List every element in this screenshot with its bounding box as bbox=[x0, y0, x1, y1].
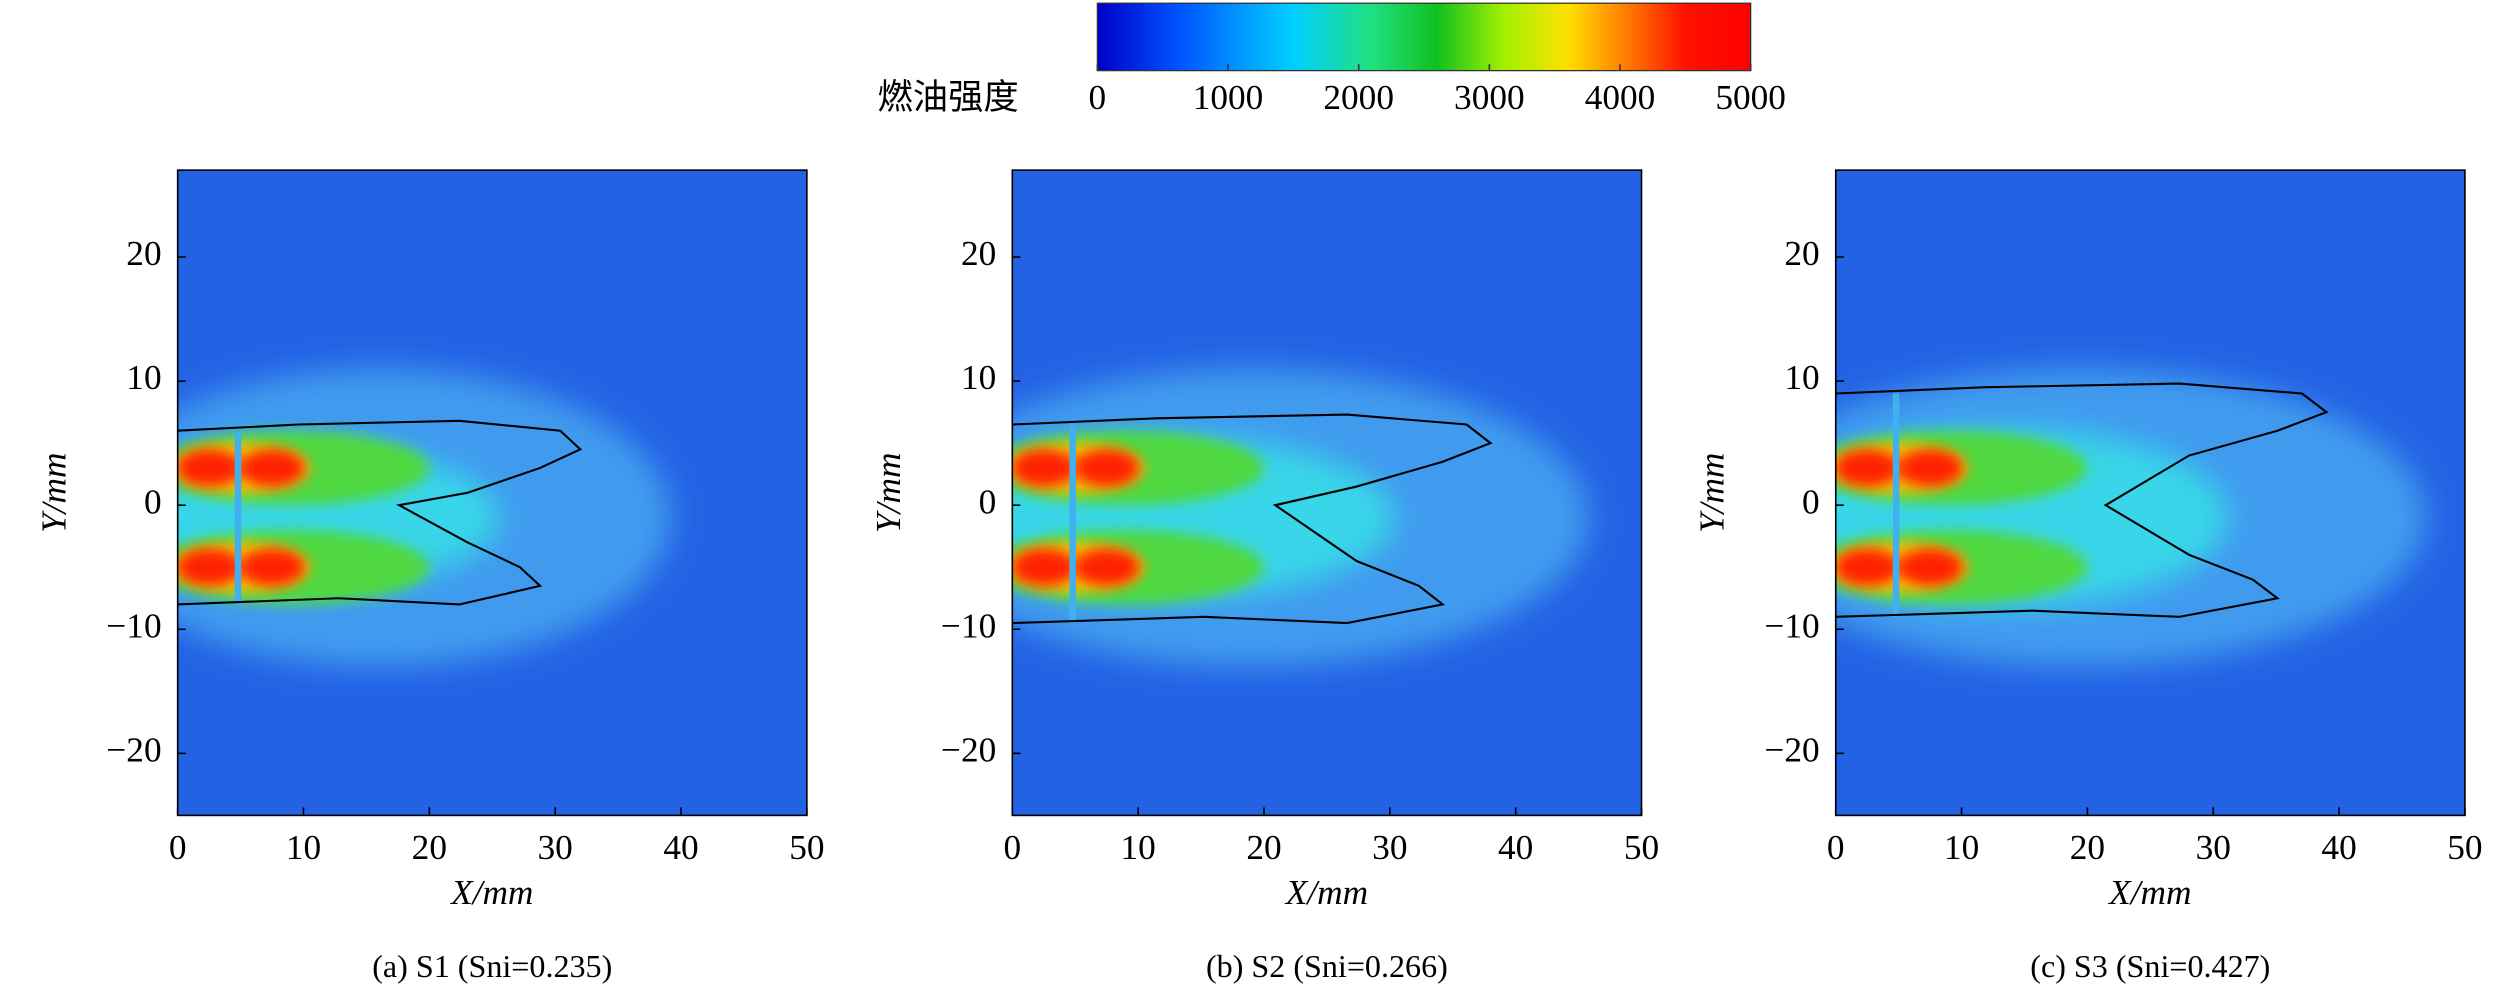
plot-frame bbox=[1834, 169, 2466, 817]
x-axis-label: X/mm bbox=[449, 873, 533, 912]
caption: (c) S3 (Sni=0.427) bbox=[2030, 948, 2270, 984]
field-red bbox=[1897, 548, 1963, 586]
colorbar bbox=[1096, 2, 1752, 72]
field-red bbox=[1835, 449, 1900, 487]
x-tick-label: 30 bbox=[1372, 828, 1407, 867]
plot-frame bbox=[1011, 169, 1643, 817]
field-red bbox=[177, 548, 242, 586]
colorbar-tick-label: 5000 bbox=[1715, 78, 1786, 117]
x-tick-label: 0 bbox=[1003, 828, 1021, 867]
x-tick-label: 40 bbox=[663, 828, 698, 867]
x-tick-label: 20 bbox=[1246, 828, 1281, 867]
y-tick-label: 10 bbox=[126, 358, 161, 397]
contour bbox=[1835, 382, 2329, 618]
colorbar-tick-label: 0 bbox=[1089, 78, 1107, 117]
x-tick-label: 10 bbox=[286, 828, 321, 867]
y-tick-label: −20 bbox=[941, 730, 996, 769]
colorbar-tick-label: 1000 bbox=[1193, 78, 1264, 117]
y-axis-label: Y/mm bbox=[34, 453, 73, 533]
caption: (b) S2 (Sni=0.266) bbox=[1206, 948, 1448, 984]
x-tick-label: 0 bbox=[169, 828, 187, 867]
y-tick-label: 20 bbox=[126, 234, 161, 273]
y-axis-label: Y/mm bbox=[1692, 453, 1731, 533]
heatmap-field bbox=[1012, 170, 1642, 816]
x-tick-label: 10 bbox=[1944, 828, 1979, 867]
x-tick-label: 30 bbox=[538, 828, 573, 867]
field-red bbox=[1012, 548, 1077, 586]
colorbar-label: 燃油强度 bbox=[878, 78, 1019, 117]
x-tick-label: 50 bbox=[1624, 828, 1659, 867]
y-axis-label: Y/mm bbox=[869, 453, 908, 533]
contour bbox=[177, 419, 583, 606]
contour bbox=[1012, 413, 1493, 625]
heatmap-field bbox=[177, 170, 807, 816]
y-tick-label: −20 bbox=[1764, 730, 1819, 769]
colorbar-tick-label: 2000 bbox=[1323, 78, 1394, 117]
y-tick-label: 0 bbox=[1802, 482, 1820, 521]
plot-frame bbox=[176, 169, 808, 817]
x-tick-label: 20 bbox=[412, 828, 447, 867]
field-red bbox=[1073, 548, 1140, 586]
colorbar-tick-label: 3000 bbox=[1454, 78, 1525, 117]
y-tick-label: 10 bbox=[961, 358, 996, 397]
x-tick-label: 20 bbox=[2070, 828, 2105, 867]
x-axis-label: X/mm bbox=[1284, 873, 1368, 912]
y-tick-label: 0 bbox=[144, 482, 162, 521]
field-red bbox=[239, 449, 305, 487]
x-tick-label: 30 bbox=[2196, 828, 2231, 867]
x-axis-label: X/mm bbox=[2107, 873, 2191, 912]
field-red bbox=[1835, 548, 1900, 586]
y-tick-label: 10 bbox=[1784, 358, 1819, 397]
field-red bbox=[239, 548, 305, 586]
field-red bbox=[1897, 449, 1963, 487]
colorbar-tick-label: 4000 bbox=[1585, 78, 1656, 117]
field-red bbox=[1012, 449, 1077, 487]
x-tick-label: 50 bbox=[2447, 828, 2482, 867]
y-tick-label: −20 bbox=[106, 730, 161, 769]
x-tick-label: 50 bbox=[789, 828, 824, 867]
y-tick-label: −10 bbox=[1764, 606, 1819, 645]
x-tick-label: 10 bbox=[1121, 828, 1156, 867]
x-tick-label: 40 bbox=[2321, 828, 2356, 867]
y-tick-label: 20 bbox=[1784, 234, 1819, 273]
y-tick-label: 20 bbox=[961, 234, 996, 273]
x-tick-label: 0 bbox=[1827, 828, 1845, 867]
y-tick-label: 0 bbox=[979, 482, 997, 521]
x-tick-label: 40 bbox=[1498, 828, 1533, 867]
field-red bbox=[1073, 449, 1140, 487]
field-red bbox=[177, 449, 242, 487]
y-tick-label: −10 bbox=[941, 606, 996, 645]
caption: (a) S1 (Sni=0.235) bbox=[372, 948, 612, 984]
heatmap-field bbox=[1835, 170, 2465, 816]
y-tick-label: −10 bbox=[106, 606, 161, 645]
